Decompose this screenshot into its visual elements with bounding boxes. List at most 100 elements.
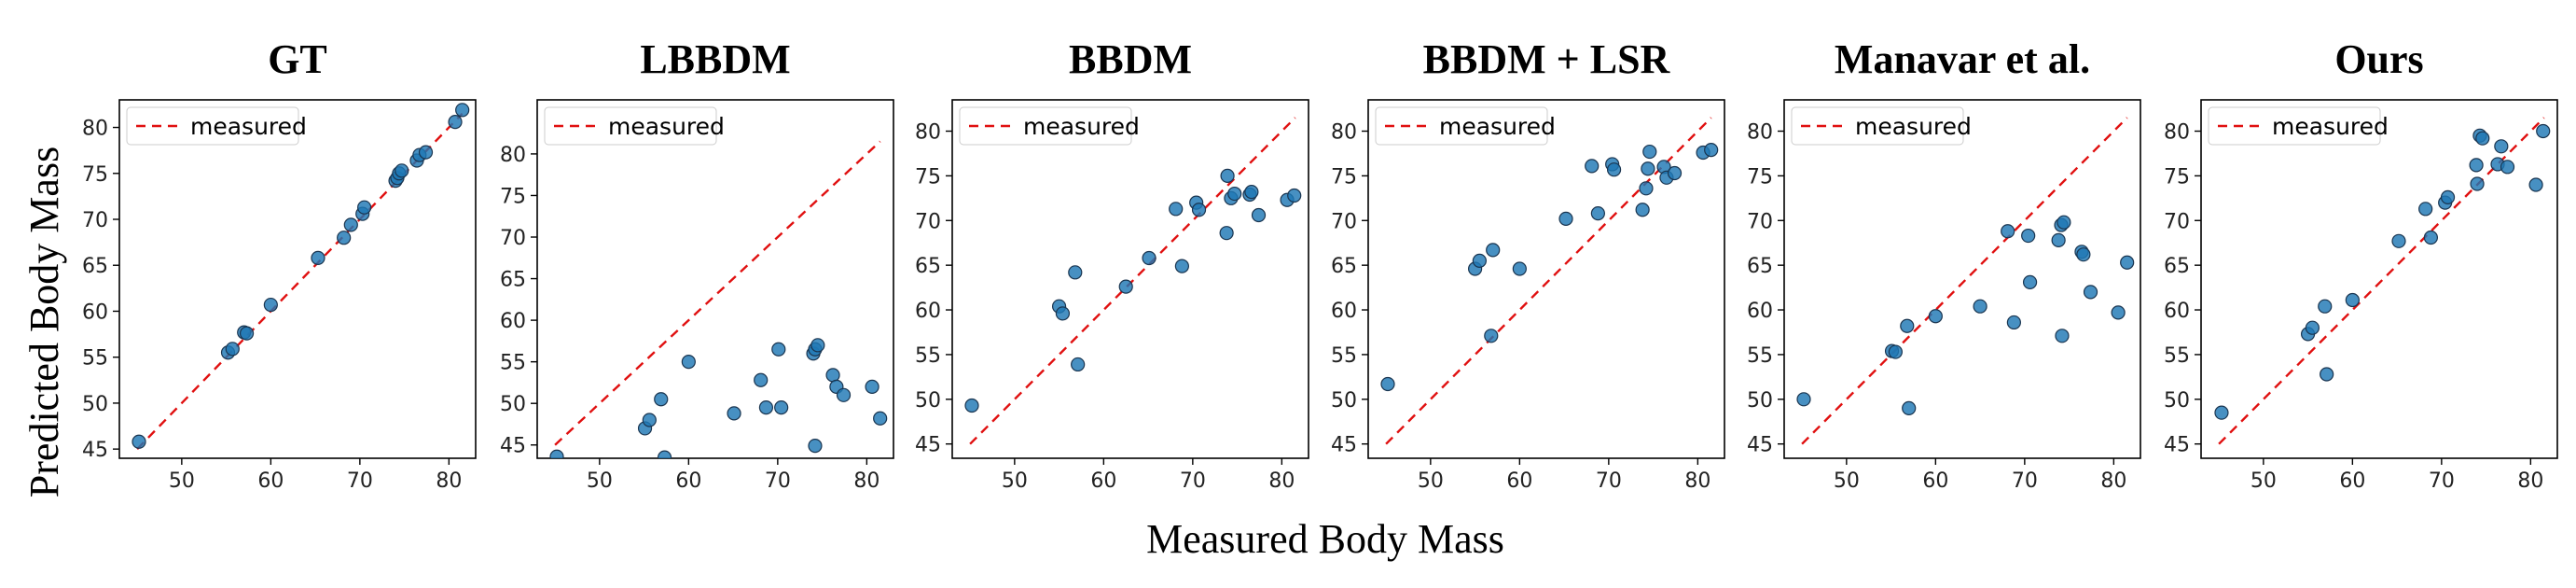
data-point (808, 439, 823, 454)
y-tick-label: 60 (1747, 300, 1773, 323)
chart-panel: GT 50 60 70 80 45 50 55 60 65 70 75 80 measured (82, 36, 477, 493)
legend-box (126, 106, 299, 146)
legend-label: measured (1023, 113, 1140, 140)
data-point (2500, 160, 2515, 175)
data-point (455, 103, 470, 118)
plot-area (549, 140, 888, 458)
plot-frame (1367, 99, 1725, 459)
data-point (1220, 168, 1235, 183)
data-point (1512, 261, 1527, 276)
data-point (2494, 139, 2509, 154)
y-tick-label: 80 (1747, 121, 1773, 145)
x-tick-label: 70 (1180, 469, 1206, 493)
plot-area (1380, 117, 1719, 445)
legend: measured (1791, 106, 1972, 146)
data-point (2120, 255, 2135, 270)
data-point (2214, 405, 2229, 420)
panel-title: BBDM + LSR (1423, 36, 1671, 82)
data-point (239, 326, 255, 341)
x-tick-label: 60 (1922, 469, 1948, 493)
x-tick-label: 80 (853, 469, 879, 493)
data-point (1055, 306, 1071, 321)
data-point (771, 342, 786, 357)
y-tick-label: 70 (500, 227, 526, 250)
x-tick-label: 50 (1834, 469, 1860, 493)
data-point (873, 411, 888, 426)
data-point (2305, 320, 2320, 335)
legend: measured (959, 106, 1140, 146)
legend-box (959, 106, 1132, 146)
data-point (657, 450, 672, 458)
legend-box (544, 106, 717, 146)
data-point (642, 413, 657, 427)
data-point (754, 372, 769, 387)
chart-panel: LBBDM 50 60 70 80 45 50 55 60 65 70 75 80 measured (500, 36, 894, 493)
y-tick-label: 70 (82, 209, 108, 232)
y-tick-label: 45 (2164, 434, 2190, 457)
data-point (2076, 247, 2091, 262)
y-tick-label: 65 (1747, 255, 1773, 278)
legend-box (2208, 106, 2381, 146)
data-point (1227, 186, 1242, 202)
reference-line (2218, 117, 2545, 445)
data-point (225, 342, 240, 357)
x-tick-label: 80 (2517, 469, 2543, 493)
data-point (1639, 181, 1654, 196)
x-tick-label: 50 (1418, 469, 1444, 493)
x-tick-label: 70 (2012, 469, 2038, 493)
data-point (1287, 188, 1302, 203)
y-tick-label: 55 (915, 344, 941, 368)
y-tick-label: 70 (2164, 210, 2190, 233)
data-point (549, 449, 564, 458)
data-point (395, 163, 409, 178)
data-point (1642, 144, 1657, 160)
y-tick-label: 75 (2164, 165, 2190, 189)
data-point (836, 387, 852, 402)
data-point (2051, 232, 2066, 247)
x-tick-label: 50 (169, 469, 195, 493)
x-tick-label: 70 (765, 469, 791, 493)
plot-frame (536, 99, 894, 459)
data-point (774, 400, 789, 415)
y-tick-label: 60 (82, 301, 108, 324)
y-tick-label: 50 (1331, 389, 1357, 413)
y-tick-label: 75 (915, 165, 941, 189)
y-tick-label: 75 (82, 163, 108, 187)
y-tick-label: 50 (82, 393, 108, 416)
data-point (1704, 143, 1719, 158)
plot-frame (951, 99, 1309, 459)
x-tick-label: 50 (587, 469, 613, 493)
x-tick-label: 60 (675, 469, 701, 493)
data-point (2528, 177, 2543, 192)
data-point (2391, 233, 2406, 248)
data-point (1142, 250, 1156, 266)
data-point (1606, 162, 1622, 177)
data-point (758, 400, 774, 415)
y-tick-label: 55 (500, 352, 526, 375)
panels: GT 50 60 70 80 45 50 55 60 65 70 75 80 measured LBBDM 5… (82, 36, 2558, 493)
data-point (263, 297, 278, 313)
data-point (2475, 131, 2490, 146)
y-tick-label: 45 (915, 434, 941, 457)
x-tick-label: 60 (1090, 469, 1116, 493)
y-tick-label: 70 (1331, 210, 1357, 233)
data-point (2022, 274, 2038, 289)
chart-panel: BBDM + LSR 50 60 70 80 45 50 55 60 65 70 75 80 measur… (1331, 36, 1725, 493)
data-point (1174, 259, 1189, 273)
plot-area (132, 103, 470, 450)
chart-panel: Manavar et al. 50 60 70 80 45 50 55 60 65 70 75 80 me… (1747, 36, 2141, 493)
data-point (2345, 292, 2360, 308)
data-point (1169, 202, 1184, 217)
data-point (1068, 265, 1083, 280)
y-tick-label: 65 (2164, 255, 2190, 278)
y-tick-label: 75 (1331, 165, 1357, 189)
data-point (1472, 253, 1487, 268)
data-point (1380, 376, 1395, 392)
x-axis-title: Measured Body Mass (1146, 516, 1504, 562)
data-point (1973, 299, 1987, 314)
data-point (865, 379, 879, 394)
data-point (1796, 392, 1811, 407)
x-tick-label: 60 (2339, 469, 2365, 493)
y-tick-label: 65 (500, 269, 526, 292)
